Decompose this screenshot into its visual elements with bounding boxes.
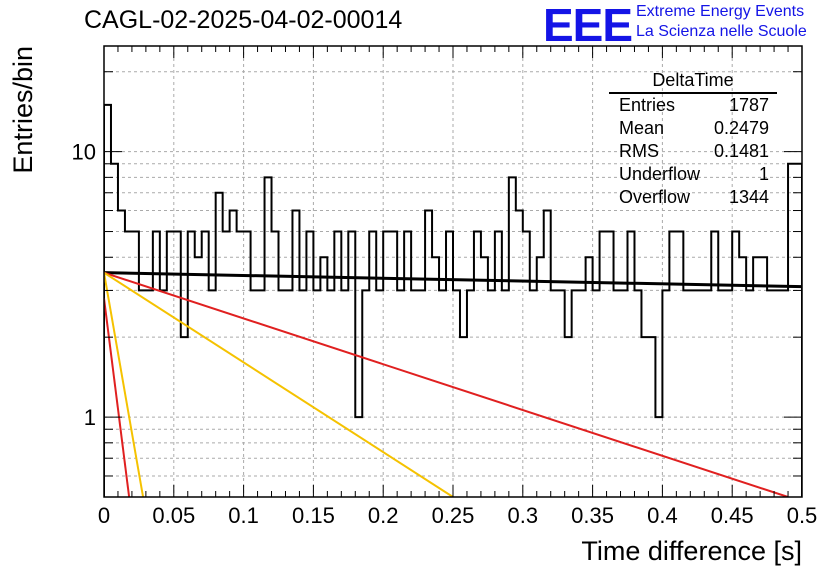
chart-title: CAGL-02-2025-04-02-00014 — [84, 6, 403, 34]
x-tick-label: 0 — [98, 503, 110, 528]
stats-box: DeltaTime Entries 1787 Mean 0.2479 RMS 0.14… — [609, 70, 777, 209]
stats-value: 1344 — [728, 187, 769, 207]
stats-label: RMS — [619, 141, 659, 161]
stats-value: 1 — [758, 164, 769, 184]
fit-curve — [104, 271, 802, 289]
eee-logo: EEE — [543, 0, 633, 51]
fit-curve — [104, 272, 145, 497]
x-tick-label: 0.1 — [228, 503, 259, 528]
stats-row-mean: Mean 0.2479 — [609, 117, 777, 140]
y-tick-label: 10 — [72, 140, 96, 165]
fit-curve — [104, 298, 131, 497]
y-tick-label: 1 — [84, 405, 96, 430]
stats-value: 0.1481 — [713, 141, 769, 161]
stats-title: DeltaTime — [609, 70, 777, 94]
stats-value: 1787 — [728, 95, 769, 115]
stats-row-entries: Entries 1787 — [609, 94, 777, 117]
stats-label: Overflow — [619, 187, 691, 207]
x-axis-label: Time difference [s] — [581, 536, 802, 566]
x-tick-label: 0.3 — [508, 503, 539, 528]
x-tick-label: 0.25 — [432, 503, 475, 528]
stats-label: Underflow — [619, 164, 701, 184]
logo-line2: La Scienza nelle Scuole — [636, 23, 807, 40]
x-tick-label: 0.2 — [368, 503, 399, 528]
fit-curve — [104, 271, 789, 497]
stats-value: 0.2479 — [713, 118, 769, 138]
x-tick-label: 0.05 — [152, 503, 195, 528]
x-tick-label: 0.45 — [711, 503, 754, 528]
x-tick-label: 0.35 — [571, 503, 614, 528]
histogram-series — [104, 103, 802, 497]
logo-line1: Extreme Energy Events — [636, 3, 805, 20]
y-axis-label: Entries/bin — [8, 46, 38, 174]
stats-row-underflow: Underflow 1 — [609, 163, 777, 186]
stats-label: Entries — [619, 95, 676, 115]
fit-curve — [104, 271, 454, 497]
stats-label: Mean — [619, 118, 665, 138]
x-tick-label: 0.15 — [292, 503, 335, 528]
x-tick-label: 0.5 — [787, 503, 818, 528]
stats-row-overflow: Overflow 1344 — [609, 186, 777, 209]
x-tick-label: 0.4 — [647, 503, 678, 528]
logo-text: Extreme Energy Events La Scienza nelle S… — [636, 2, 807, 42]
stats-row-rms: RMS 0.1481 — [609, 140, 777, 163]
